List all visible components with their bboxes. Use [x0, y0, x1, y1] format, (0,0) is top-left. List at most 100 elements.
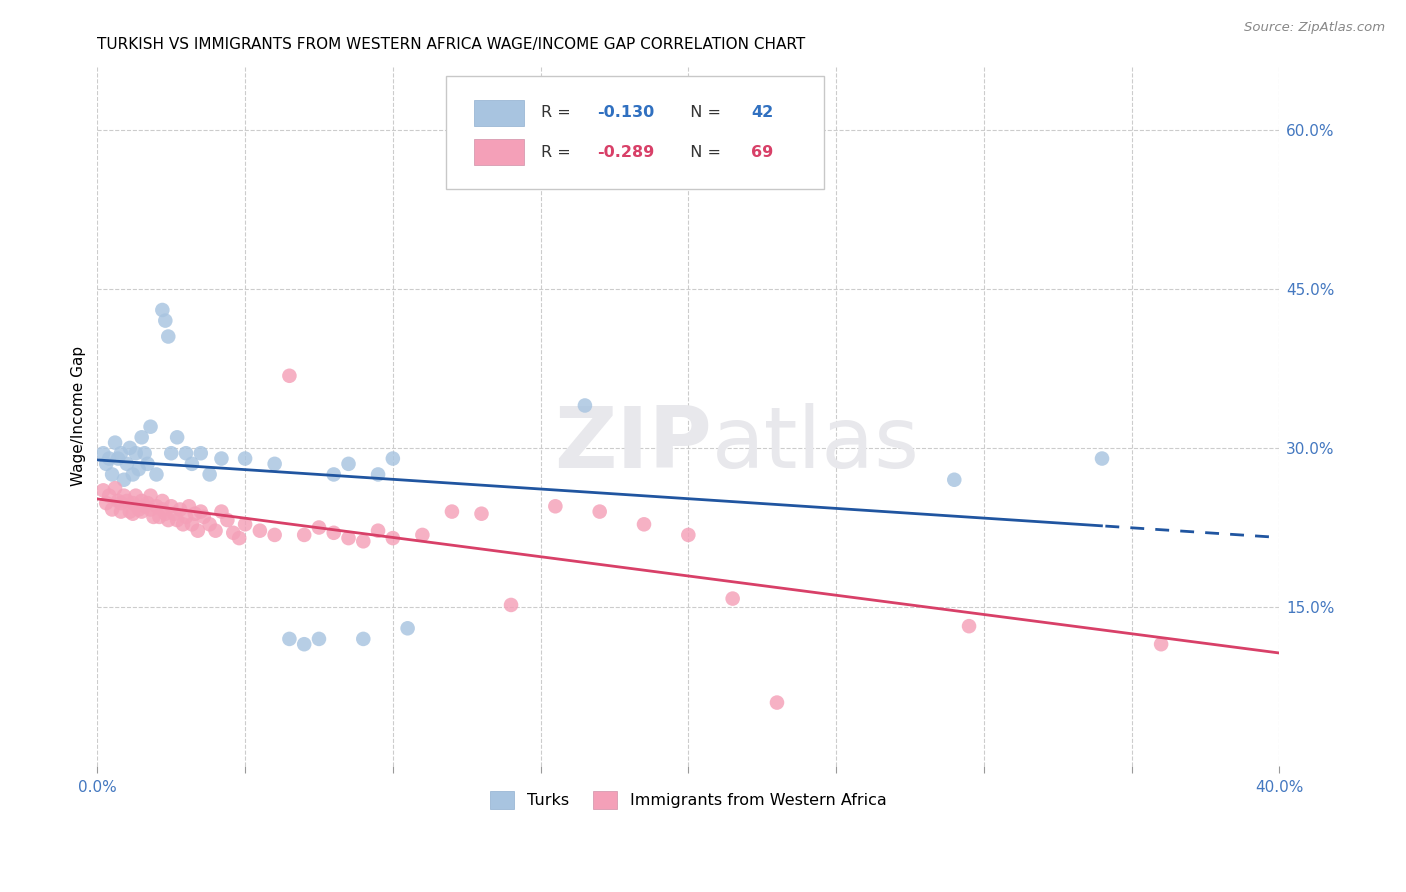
Point [134, 446, 156, 460]
Point [136, 457, 159, 471]
Point [180, 457, 202, 471]
Text: TURKISH VS IMMIGRANTS FROM WESTERN AFRICA WAGE/INCOME GAP CORRELATION CHART: TURKISH VS IMMIGRANTS FROM WESTERN AFRIC… [97, 37, 806, 53]
Point [190, 505, 212, 519]
Legend: Turks, Immigrants from Western Africa: Turks, Immigrants from Western Africa [484, 784, 893, 815]
Point [160, 500, 183, 514]
Point [160, 446, 183, 460]
Point [139, 489, 162, 503]
Text: -0.289: -0.289 [598, 145, 655, 160]
Point [499, 598, 522, 612]
FancyBboxPatch shape [474, 139, 524, 165]
Point [155, 507, 177, 521]
Point [145, 500, 167, 514]
Point [233, 451, 256, 466]
Point [155, 313, 177, 327]
Point [174, 509, 197, 524]
Point [110, 496, 132, 510]
Point [112, 489, 135, 503]
Point [157, 513, 180, 527]
Point [278, 368, 301, 383]
Point [98, 489, 121, 503]
Text: ZIP: ZIP [554, 402, 711, 485]
Point [150, 494, 173, 508]
Point [96, 457, 118, 471]
Point [150, 502, 173, 516]
Point [633, 517, 655, 532]
Point [150, 303, 173, 318]
Point [292, 528, 315, 542]
Point [233, 517, 256, 532]
Point [131, 505, 153, 519]
Text: R =: R = [540, 145, 575, 160]
Point [211, 451, 233, 466]
Point [943, 473, 966, 487]
Y-axis label: Wage/Income Gap: Wage/Income Gap [72, 346, 86, 486]
Text: -0.130: -0.130 [598, 105, 655, 120]
Point [118, 441, 141, 455]
Point [1150, 637, 1173, 651]
Point [121, 496, 143, 510]
Point [104, 481, 127, 495]
Point [263, 528, 285, 542]
Point [337, 531, 360, 545]
Text: atlas: atlas [711, 402, 920, 485]
Text: R =: R = [540, 105, 575, 120]
Point [128, 502, 150, 516]
Point [222, 525, 245, 540]
Point [544, 500, 567, 514]
Point [249, 524, 271, 538]
Point [411, 528, 433, 542]
Point [187, 524, 209, 538]
Point [125, 489, 148, 503]
Point [174, 446, 197, 460]
Point [145, 467, 167, 482]
Point [367, 467, 389, 482]
Point [131, 494, 153, 508]
Point [166, 513, 188, 527]
Point [381, 531, 404, 545]
Point [352, 632, 374, 646]
Point [166, 430, 188, 444]
Point [139, 419, 162, 434]
Point [101, 467, 124, 482]
Point [228, 531, 250, 545]
Point [91, 446, 114, 460]
Point [440, 505, 463, 519]
Point [125, 446, 148, 460]
Point [322, 525, 344, 540]
Point [177, 500, 200, 514]
Point [184, 507, 207, 521]
Text: Source: ZipAtlas.com: Source: ZipAtlas.com [1244, 21, 1385, 34]
Point [163, 507, 186, 521]
Point [198, 517, 221, 532]
Point [121, 507, 143, 521]
Point [139, 502, 162, 516]
Point [198, 467, 221, 482]
FancyBboxPatch shape [474, 100, 524, 126]
Text: N =: N = [681, 105, 725, 120]
Point [112, 473, 135, 487]
Point [115, 494, 138, 508]
Point [118, 505, 141, 519]
Point [157, 329, 180, 343]
Point [172, 517, 194, 532]
Point [308, 520, 330, 534]
Point [337, 457, 360, 471]
Point [589, 505, 612, 519]
Point [352, 534, 374, 549]
Point [128, 462, 150, 476]
Point [91, 483, 114, 498]
Point [110, 505, 132, 519]
Point [367, 524, 389, 538]
Point [381, 451, 404, 466]
Point [107, 451, 129, 466]
Point [574, 399, 596, 413]
Point [193, 509, 215, 524]
Point [98, 451, 121, 466]
Point [190, 446, 212, 460]
Point [115, 457, 138, 471]
Point [148, 509, 170, 524]
Point [110, 446, 132, 460]
Point [217, 513, 239, 527]
Text: 69: 69 [751, 145, 773, 160]
